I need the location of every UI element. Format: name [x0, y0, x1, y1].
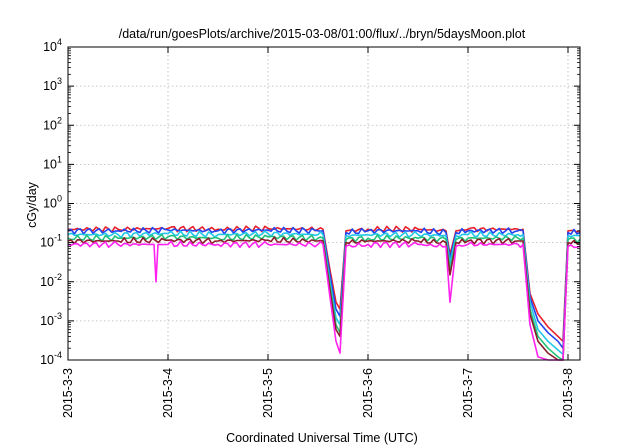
series-line — [67, 230, 581, 356]
ticks: 10-4 10-3 10-2 10-1 100 101 102 103 104 2015-3-3 2… — [40, 37, 580, 418]
y-tick-label: 10-1 — [40, 233, 62, 250]
x-tick-label: 2015-3-4 — [161, 368, 175, 418]
x-tick-label: 2015-3-3 — [61, 368, 75, 418]
y-tick-label: 10-2 — [40, 272, 62, 289]
x-tick-label: 2015-3-6 — [361, 368, 375, 418]
x-tick-label: 2015-3-5 — [261, 368, 275, 418]
series-line — [67, 236, 581, 361]
x-axis-label: Coordinated Universal Time (UTC) — [226, 431, 418, 445]
y-tick-label: 101 — [43, 154, 62, 171]
series-line — [67, 226, 581, 349]
series-line — [67, 240, 581, 361]
y-axis-label: cGy/day — [25, 181, 39, 228]
chart-title: /data/run/goesPlots/archive/2015-03-08/0… — [119, 27, 526, 41]
y-tick-label: 103 — [43, 76, 62, 93]
y-tick-label: 102 — [43, 115, 62, 132]
y-tick-label: 10-3 — [40, 311, 62, 328]
grid — [68, 47, 580, 360]
y-tick-label: 104 — [43, 37, 62, 54]
x-tick-label: 2015-3-8 — [561, 368, 575, 418]
series-group — [67, 225, 581, 361]
y-tick-label: 10-4 — [40, 350, 62, 367]
y-tick-label: 100 — [43, 194, 62, 211]
x-tick-label: 2015-3-7 — [461, 368, 475, 418]
